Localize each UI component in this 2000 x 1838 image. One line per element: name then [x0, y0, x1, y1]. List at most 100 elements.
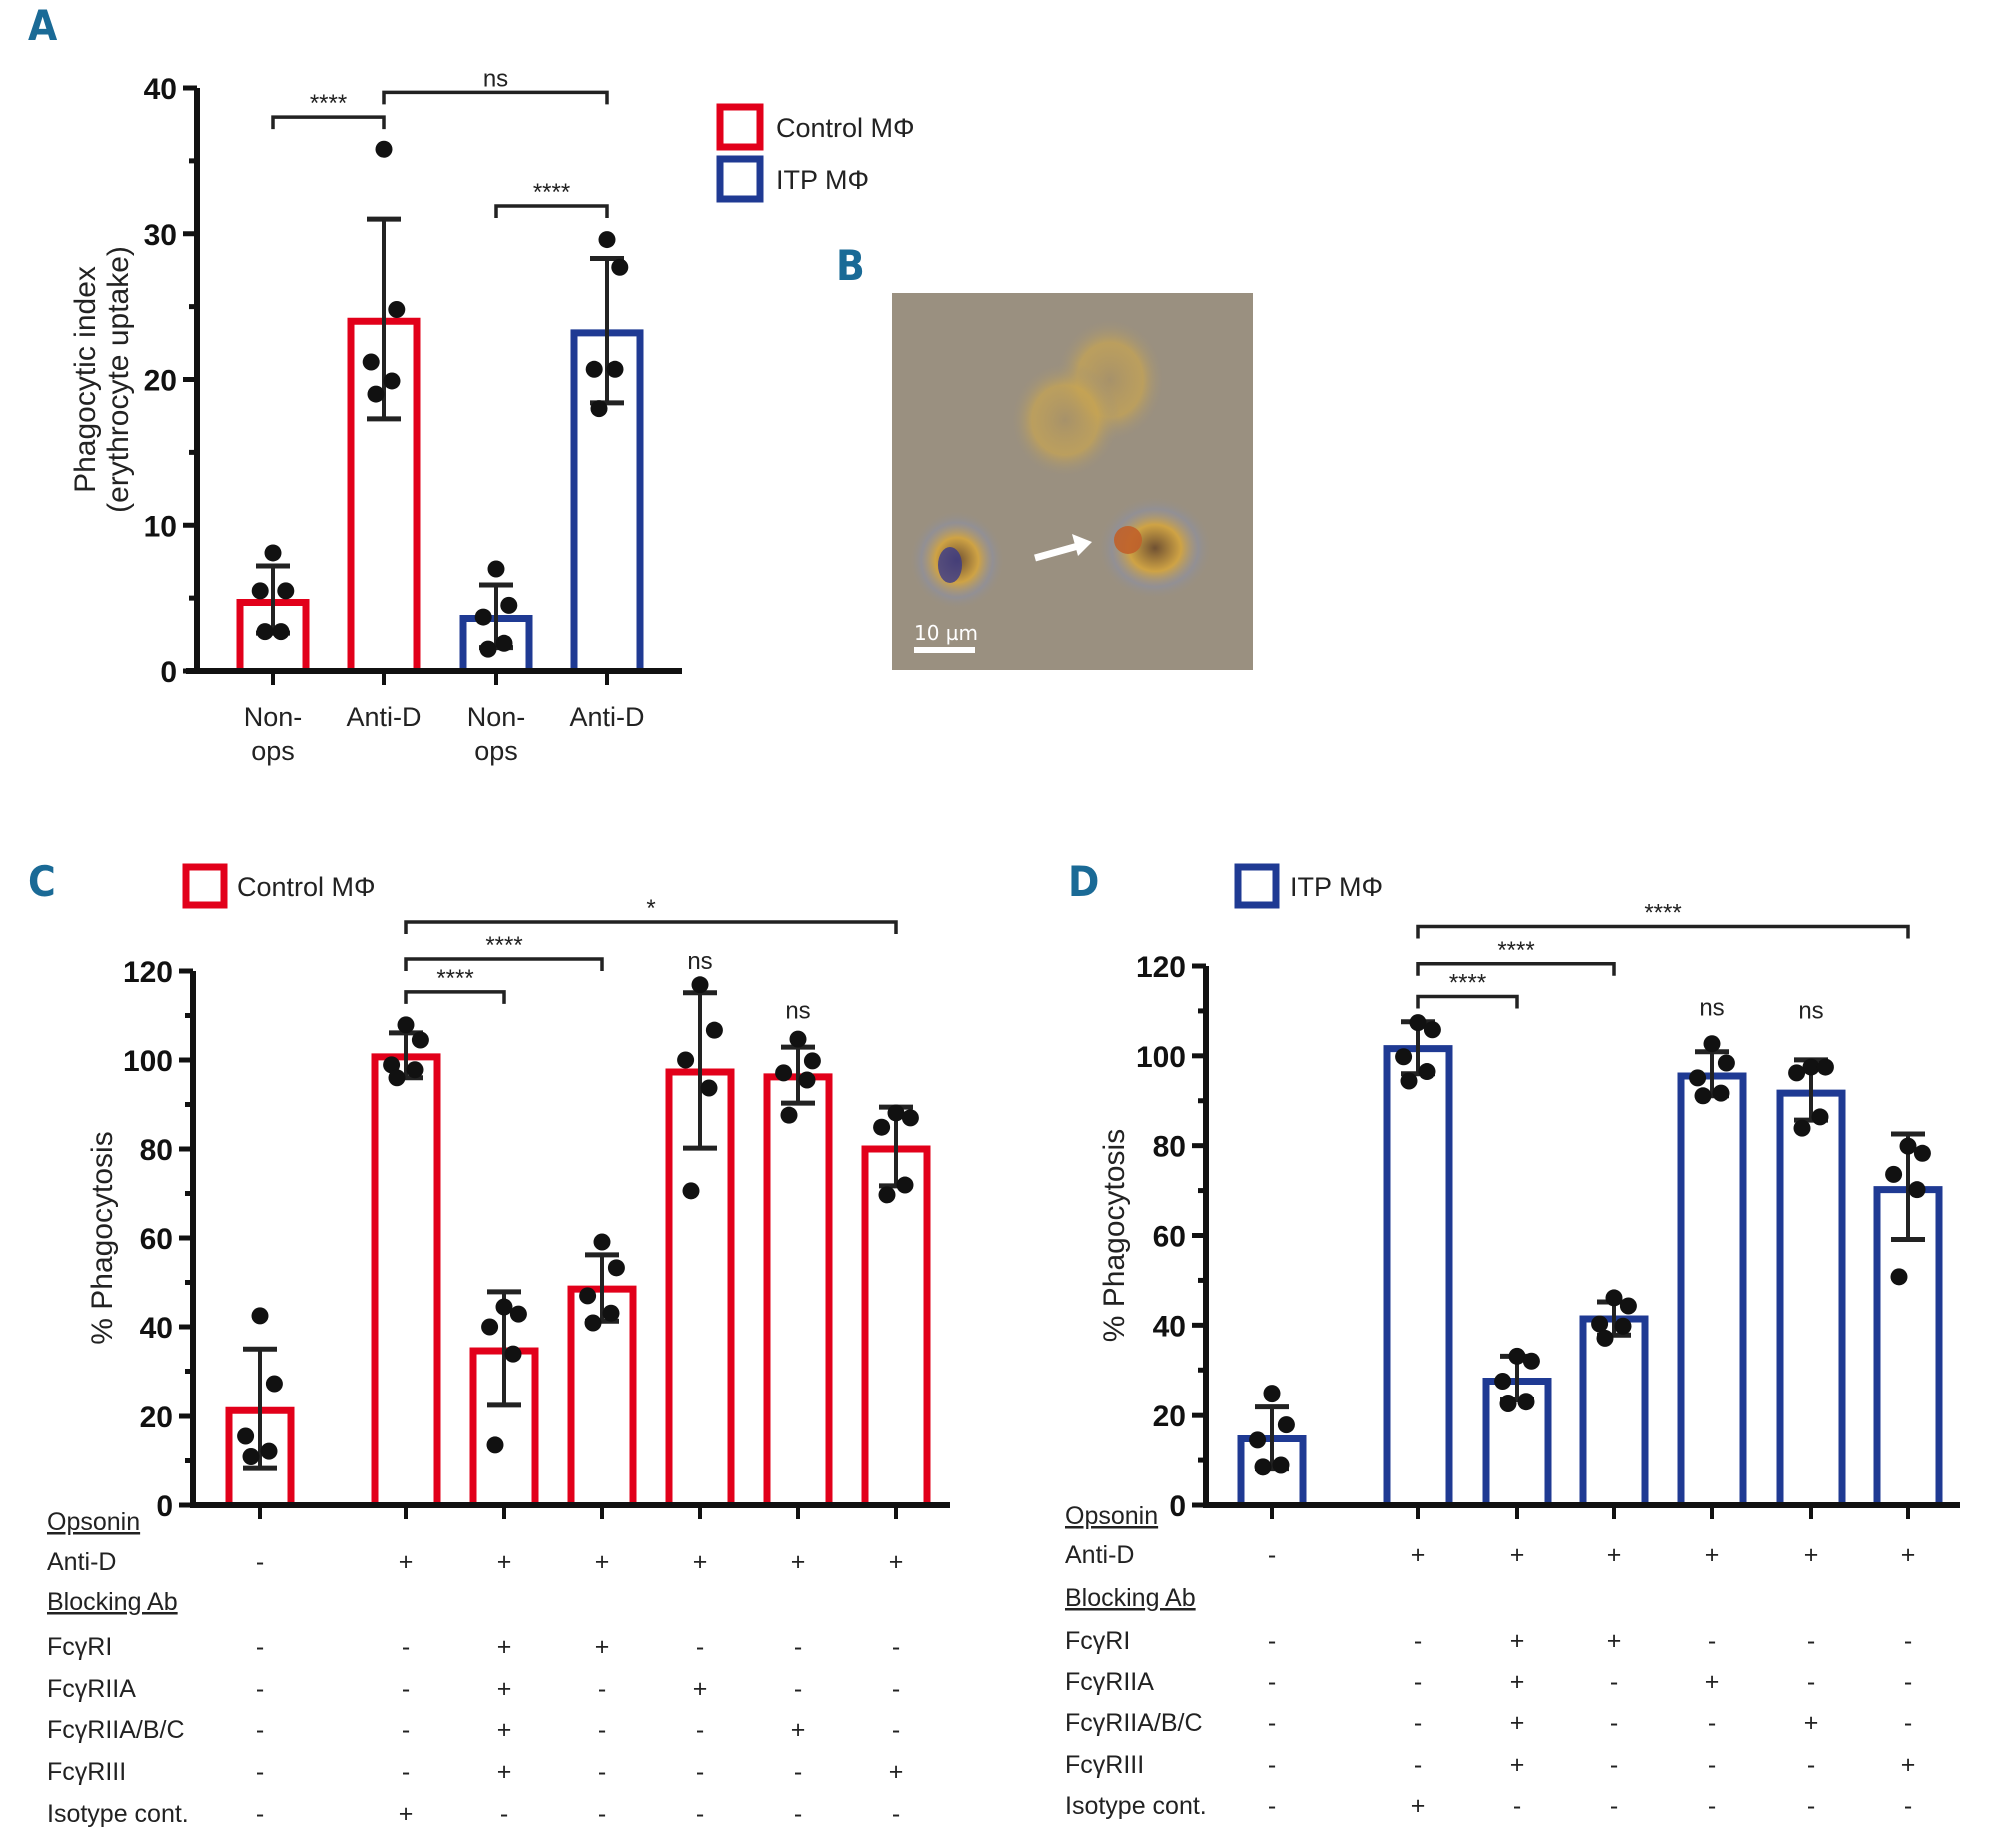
table-cell: - [696, 1758, 704, 1786]
data-point [798, 1071, 816, 1089]
y-tick-label: 40 [1153, 1310, 1186, 1343]
table-cell: + [889, 1548, 904, 1576]
table-cell: + [1510, 1627, 1525, 1655]
data-point [611, 258, 629, 276]
data-point [1277, 1416, 1295, 1434]
data-point [691, 976, 709, 994]
table-cell: + [1607, 1627, 1622, 1655]
bar [1383, 1045, 1453, 1502]
table-cell: - [1414, 1627, 1422, 1655]
data-point [1816, 1058, 1834, 1076]
table-cell: - [1268, 1541, 1276, 1569]
table-cell: - [1610, 1751, 1618, 1779]
table-cell: - [256, 1800, 264, 1828]
data-point [887, 1104, 905, 1122]
data-point [593, 1233, 611, 1251]
table-cell: - [402, 1758, 410, 1786]
data-point [1712, 1084, 1730, 1102]
table-cell: - [1268, 1709, 1276, 1737]
table-cell: - [1708, 1627, 1716, 1655]
significance-label: ns [687, 948, 712, 975]
table-cell: - [1268, 1751, 1276, 1779]
data-point [579, 1287, 597, 1305]
ingested-erythrocyte-2 [1114, 526, 1142, 554]
table-row-label: Isotype cont. [47, 1800, 189, 1828]
y-tick-label: 60 [140, 1223, 173, 1256]
table-cell: + [497, 1548, 512, 1576]
data-point [700, 1079, 718, 1097]
data-point [383, 1056, 401, 1074]
table-cell: + [1411, 1792, 1426, 1820]
data-point [362, 353, 380, 371]
data-point [1793, 1119, 1811, 1137]
table-cell: - [1268, 1627, 1276, 1655]
table-row-label: FcγRIIA [1065, 1668, 1154, 1696]
significance-bracket [1416, 924, 1910, 939]
table-cell: + [595, 1548, 610, 1576]
significance-bracket [382, 90, 609, 105]
data-point [1423, 1021, 1441, 1039]
data-point [1703, 1035, 1721, 1053]
data-point [1788, 1064, 1806, 1082]
data-point [803, 1052, 821, 1070]
table-cell: - [1708, 1709, 1716, 1737]
legend-label-control: Control MΦ [776, 113, 915, 143]
table-cell: - [598, 1800, 606, 1828]
significance-bracket [404, 957, 604, 971]
data-point [481, 1318, 499, 1336]
y-tick-label: 20 [140, 1401, 173, 1434]
data-point [237, 1427, 255, 1445]
significance-label: * [646, 895, 655, 922]
table-cell: + [1901, 1541, 1916, 1569]
table-cell: + [1607, 1541, 1622, 1569]
y-tick-label: 0 [160, 656, 177, 689]
table-cell: - [1807, 1627, 1815, 1655]
table-cell: + [889, 1758, 904, 1786]
data-point [1254, 1458, 1272, 1476]
y-tick-label: 20 [1153, 1400, 1186, 1433]
table-row-label: Anti-D [47, 1548, 116, 1576]
table-cell: - [1513, 1792, 1521, 1820]
significance-label: **** [310, 90, 347, 117]
data-point [775, 1064, 793, 1082]
table-section-header: Blocking Ab [47, 1588, 178, 1616]
table-cell: + [595, 1633, 610, 1661]
y-axis-title: Phagocytic index [69, 266, 102, 493]
table-row-label: FcγRIIA/B/C [1065, 1709, 1203, 1737]
y-tick-label: 0 [1169, 1490, 1186, 1523]
table-cell: - [696, 1716, 704, 1744]
data-point [367, 385, 385, 403]
significance-bracket [271, 115, 386, 130]
legend-swatch-control [182, 863, 228, 909]
data-point [873, 1118, 891, 1136]
x-category-label: Non- [244, 702, 303, 732]
significance-label: **** [485, 932, 522, 959]
table-cell: + [497, 1716, 512, 1744]
data-point [251, 582, 269, 600]
data-point [375, 140, 393, 158]
data-point [606, 360, 624, 378]
data-point [251, 1307, 269, 1325]
legend-c: Control MΦ [182, 863, 376, 909]
table-cell: + [693, 1675, 708, 1703]
y-tick-label: 80 [1153, 1131, 1186, 1164]
data-point [901, 1109, 919, 1127]
table-cell: - [598, 1675, 606, 1703]
table-row-label: FcγRIIA [47, 1675, 136, 1703]
table-cell: + [399, 1548, 414, 1576]
table-row-label: FcγRIII [1065, 1751, 1144, 1779]
table-cell: - [892, 1800, 900, 1828]
data-point [1517, 1393, 1535, 1411]
table-cell: + [1510, 1541, 1525, 1569]
data-point [1694, 1087, 1712, 1105]
table-row-label: Anti-D [1065, 1541, 1134, 1569]
table-cell: - [1268, 1668, 1276, 1696]
data-point [1811, 1108, 1829, 1126]
table-cell: - [1904, 1709, 1912, 1737]
table-cell: + [1705, 1668, 1720, 1696]
table-cell: + [791, 1716, 806, 1744]
data-point [682, 1182, 700, 1200]
legend-d: ITP MΦ [1234, 863, 1383, 909]
y-tick-label: 40 [140, 1312, 173, 1345]
